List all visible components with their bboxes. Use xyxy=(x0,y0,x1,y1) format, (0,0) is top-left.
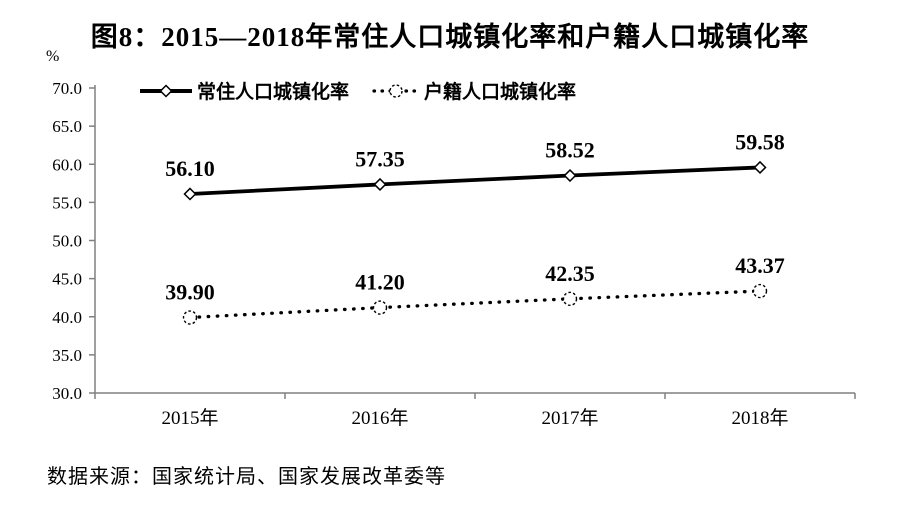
diamond-marker xyxy=(753,160,767,175)
x-tick-label: 2015年 xyxy=(161,407,218,429)
x-tick-label: 2016年 xyxy=(351,407,408,429)
circle-marker xyxy=(389,84,403,98)
series-0-solid: 56.10 57.35 58.52 59.58 xyxy=(165,129,785,201)
data-label: 57.35 xyxy=(355,146,405,171)
series-polyline xyxy=(189,165,761,196)
legend-item-0: 常住人口城镇化率 xyxy=(140,80,349,103)
y-tick-label: 30.0 xyxy=(52,384,82,403)
circle-marker xyxy=(372,300,388,315)
y-tick-label: 40.0 xyxy=(52,308,82,327)
y-axis-unit-label: % xyxy=(46,48,60,65)
series-1-dotted: 39.90 41.20 42.35 43.37 xyxy=(165,253,785,325)
y-tick-label: 60.0 xyxy=(52,155,82,174)
y-tick-label: 65.0 xyxy=(52,117,82,136)
legend: 常住人口城镇化率 户籍人口城镇化率 xyxy=(140,80,576,103)
chart-title: 图8：2015—2018年常住人口城镇化率和户籍人口城镇化率 xyxy=(90,22,810,52)
data-label: 42.35 xyxy=(545,261,595,286)
data-label: 41.20 xyxy=(355,270,405,295)
data-label: 56.10 xyxy=(165,156,215,181)
diamond-marker xyxy=(183,187,197,201)
tick-labels: 30.0 35.0 40.0 45.0 50.0 55.0 60.0 65.0 70.0 2015… xyxy=(52,79,788,429)
source-note: 数据来源：国家统计局、国家发展改革委等 xyxy=(47,466,446,488)
legend-item-1: 户籍人口城镇化率 xyxy=(372,80,576,103)
y-tick-label: 55.0 xyxy=(52,193,82,212)
data-label: 43.37 xyxy=(735,253,785,278)
diamond-marker xyxy=(159,84,173,98)
diamond-marker xyxy=(373,177,387,192)
circle-marker xyxy=(562,291,578,307)
legend-label-0: 常住人口城镇化率 xyxy=(197,80,349,103)
y-tick-label: 35.0 xyxy=(52,346,82,365)
diamond-marker xyxy=(563,168,577,183)
x-tick-label: 2018年 xyxy=(731,407,788,429)
y-tick-label: 70.0 xyxy=(52,79,82,98)
x-tick-label: 2017年 xyxy=(541,407,598,429)
series-polyline xyxy=(188,289,762,320)
circle-marker xyxy=(182,310,198,325)
data-label: 58.52 xyxy=(545,138,595,163)
data-label: 59.58 xyxy=(735,129,785,154)
y-tick-label: 50.0 xyxy=(52,232,82,251)
data-label: 39.90 xyxy=(165,280,215,305)
y-tick-label: 45.0 xyxy=(52,270,82,289)
legend-label-1: 户籍人口城镇化率 xyxy=(424,80,576,103)
circle-marker xyxy=(752,283,768,299)
axes xyxy=(89,85,856,399)
